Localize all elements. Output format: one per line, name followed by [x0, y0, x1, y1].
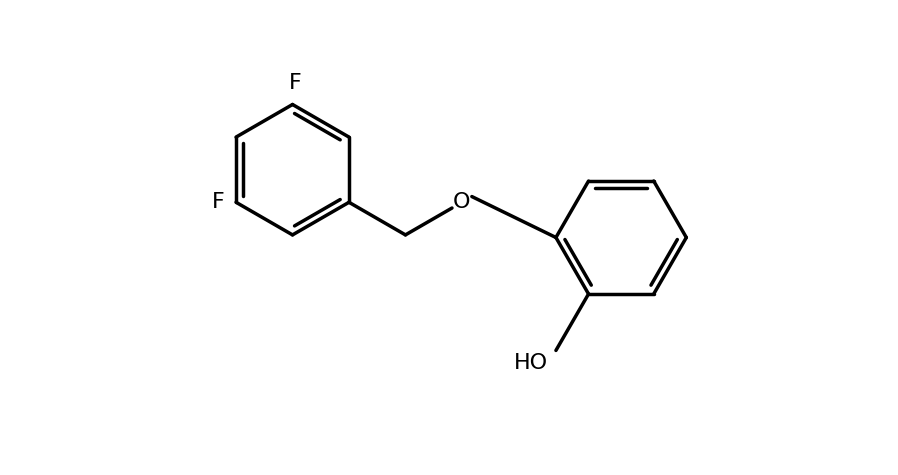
- Text: HO: HO: [514, 353, 548, 373]
- Text: O: O: [453, 192, 471, 212]
- Text: F: F: [212, 192, 224, 212]
- Text: F: F: [289, 73, 302, 93]
